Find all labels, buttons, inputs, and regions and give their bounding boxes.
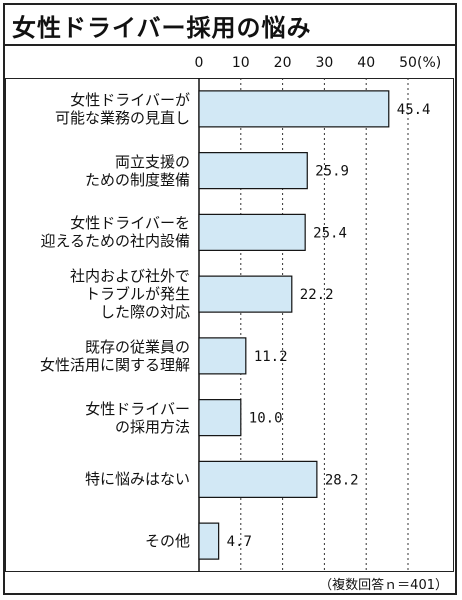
category-label-line: 可能な業務の見直し [54, 108, 190, 127]
title-divider [5, 44, 457, 46]
category-label-line: 女性ドライバー [85, 399, 190, 418]
x-tick-label: 20 [274, 55, 292, 71]
category-label-line: 迎えるための社内設備 [40, 232, 190, 251]
data-label: 22.2 [300, 287, 334, 303]
bar [198, 152, 308, 190]
x-tick-label: 50 [399, 55, 417, 71]
sample-note: （複数回答ｎ＝401） [319, 578, 448, 593]
category-label-line: の採用方法 [114, 417, 190, 436]
bar [198, 522, 220, 560]
category-label-line: 女性ドライバーが [70, 90, 190, 109]
bar [198, 275, 293, 313]
data-label: 10.0 [249, 411, 283, 427]
category-label-line: 特に悩みはない [84, 470, 190, 489]
bar [198, 399, 242, 437]
bar [198, 213, 306, 251]
x-tick-label: 30 [315, 55, 333, 71]
category-label-line: 既存の従業員の [84, 337, 190, 356]
category-label: 社内および社外で トラブルが発生 した際の対応 [12, 267, 190, 321]
category-label: 既存の従業員の 女性活用に関する理解 [12, 338, 190, 374]
bar [198, 337, 247, 375]
data-label: 4.7 [227, 534, 252, 550]
chart-title: 女性ドライバー採用の悩み [12, 14, 312, 42]
data-label: 45.4 [397, 102, 431, 118]
category-label: 特に悩みはない [12, 470, 190, 488]
category-label-line: ための制度整備 [84, 170, 190, 189]
x-tick-label: 0 [195, 55, 204, 71]
data-label: 11.2 [254, 349, 288, 365]
data-label: 25.9 [315, 164, 349, 180]
category-label: 両立支援の ための制度整備 [12, 153, 190, 189]
category-label-line: トラブルが発生 [84, 285, 190, 304]
category-label: 女性ドライバー の採用方法 [12, 400, 190, 436]
data-label: 28.2 [325, 472, 359, 488]
category-label: 女性ドライバーが 可能な業務の見直し [12, 91, 190, 127]
category-label: その他 [12, 532, 190, 550]
plot-border [5, 78, 454, 572]
x-tick-label: 40 [357, 55, 375, 71]
x-tick-label: 10 [232, 55, 250, 71]
category-label-line: 女性活用に関する理解 [39, 355, 190, 374]
data-label: 25.4 [313, 225, 347, 241]
category-label-line: した際の対応 [99, 303, 190, 322]
bar [198, 460, 318, 498]
category-label: 女性ドライバーを 迎えるための社内設備 [12, 214, 190, 250]
bar [198, 90, 390, 128]
category-label-line: 社内および社外で [69, 267, 190, 286]
category-label-line: 女性ドライバーを [70, 214, 190, 233]
category-label-line: 両立支援の [114, 152, 190, 171]
category-label-line: その他 [144, 532, 190, 551]
x-axis-unit: (%) [417, 55, 441, 71]
